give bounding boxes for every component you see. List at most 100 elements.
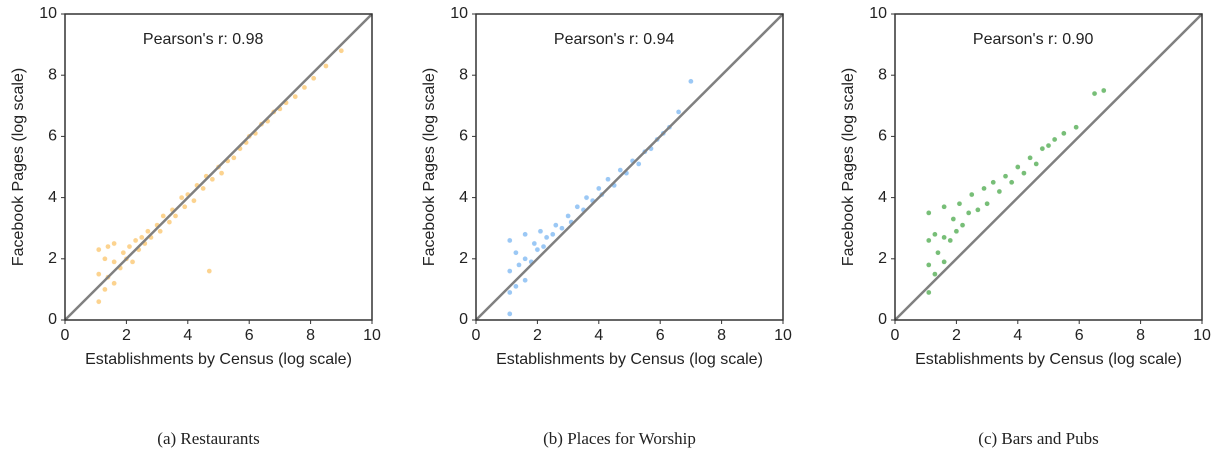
- point: [1033, 161, 1040, 167]
- point: [178, 194, 185, 201]
- point: [1100, 87, 1107, 94]
- x-tick-label: 6: [656, 327, 665, 344]
- point: [605, 176, 611, 183]
- y-tick-label: 6: [459, 128, 468, 145]
- point: [181, 203, 188, 210]
- point: [1014, 164, 1021, 170]
- point: [200, 185, 206, 192]
- point: [559, 225, 565, 232]
- point: [932, 271, 938, 277]
- point: [516, 262, 522, 268]
- point: [522, 231, 528, 238]
- point: [984, 200, 990, 207]
- y-tick-label: 0: [459, 311, 468, 328]
- point: [172, 213, 179, 219]
- x-tick-label: 0: [472, 327, 481, 344]
- point: [675, 109, 682, 115]
- point: [925, 289, 932, 296]
- point: [111, 240, 117, 247]
- x-tick-label: 8: [717, 327, 726, 344]
- x-tick-label: 10: [1193, 327, 1211, 344]
- y-tick-label: 0: [48, 311, 57, 328]
- point: [111, 280, 117, 287]
- point: [537, 228, 544, 235]
- point: [506, 289, 513, 296]
- point: [965, 210, 972, 216]
- identity-line: [64, 13, 373, 321]
- point: [506, 311, 513, 317]
- point: [981, 185, 987, 192]
- point: [95, 271, 102, 277]
- y-tick-label: 10: [39, 5, 57, 22]
- y-tick-label: 8: [878, 66, 887, 83]
- point: [166, 219, 173, 225]
- x-tick-label: 6: [245, 327, 254, 344]
- x-tick-label: 8: [1136, 327, 1145, 344]
- point: [549, 231, 556, 238]
- point: [1091, 90, 1098, 97]
- plot-frame: [475, 13, 784, 321]
- x-tick-label: 4: [183, 327, 192, 344]
- point: [145, 228, 151, 235]
- point: [506, 268, 513, 274]
- point: [157, 228, 164, 235]
- point: [522, 277, 528, 284]
- y-tick-label: 8: [459, 66, 468, 83]
- point: [941, 203, 947, 210]
- point: [160, 213, 167, 219]
- point: [595, 185, 602, 192]
- x-tick-label: 0: [61, 327, 70, 344]
- chart-title: Pearson's r: 0.94: [554, 31, 675, 48]
- caption: (b) Places for Worship: [543, 429, 696, 448]
- point: [191, 197, 197, 204]
- point: [138, 234, 145, 241]
- y-tick-label: 4: [48, 189, 57, 206]
- point: [102, 286, 108, 293]
- identity-line: [475, 13, 784, 321]
- point: [126, 243, 133, 250]
- point: [956, 200, 963, 207]
- y-tick-label: 2: [878, 250, 887, 267]
- y-tick-label: 2: [459, 250, 468, 267]
- point: [323, 63, 329, 69]
- plot-frame: [64, 13, 373, 321]
- point: [506, 237, 513, 244]
- y-tick-label: 10: [869, 5, 887, 22]
- y-axis-label: Facebook Pages (log scale): [421, 68, 438, 266]
- point: [292, 93, 299, 100]
- point: [1073, 124, 1079, 131]
- point: [688, 78, 694, 85]
- point: [947, 237, 954, 244]
- point: [111, 259, 117, 265]
- point: [565, 213, 571, 219]
- x-tick-label: 10: [363, 327, 381, 344]
- y-tick-label: 10: [450, 5, 468, 22]
- x-tick-label: 6: [1075, 327, 1084, 344]
- y-tick-label: 6: [878, 128, 887, 145]
- point: [1045, 142, 1052, 149]
- point: [932, 231, 938, 238]
- point: [531, 240, 538, 247]
- point: [105, 243, 111, 250]
- point: [1051, 136, 1058, 143]
- x-tick-label: 2: [533, 327, 542, 344]
- point: [941, 259, 947, 265]
- point: [540, 243, 547, 250]
- point: [1021, 170, 1027, 176]
- point: [102, 255, 108, 262]
- point: [513, 283, 519, 290]
- point: [935, 249, 941, 256]
- point: [925, 262, 932, 268]
- point: [950, 216, 957, 222]
- point: [543, 234, 550, 241]
- y-axis-label: Facebook Pages (log scale): [10, 68, 27, 266]
- point: [218, 170, 225, 176]
- chart-title: Pearson's r: 0.98: [143, 31, 264, 48]
- point: [209, 176, 216, 183]
- y-tick-label: 2: [48, 250, 57, 267]
- x-tick-label: 2: [122, 327, 131, 344]
- caption: (c) Bars and Pubs: [978, 429, 1098, 448]
- point: [206, 268, 213, 274]
- point: [120, 249, 127, 256]
